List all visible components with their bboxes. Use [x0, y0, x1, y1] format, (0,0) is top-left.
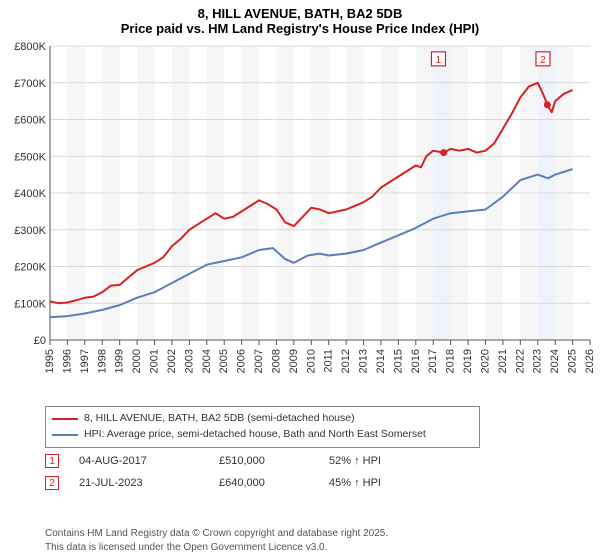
legend: 8, HILL AVENUE, BATH, BA2 5DB (semi-deta…: [45, 406, 480, 448]
svg-text:£800K: £800K: [14, 41, 46, 53]
svg-text:2016: 2016: [410, 349, 422, 373]
svg-text:2021: 2021: [497, 349, 509, 373]
svg-text:2009: 2009: [288, 349, 300, 373]
svg-text:2026: 2026: [584, 349, 595, 373]
svg-text:2018: 2018: [445, 349, 457, 373]
svg-text:£700K: £700K: [14, 78, 46, 90]
svg-text:2014: 2014: [375, 349, 387, 373]
svg-text:1997: 1997: [79, 349, 91, 373]
svg-text:2011: 2011: [323, 349, 335, 373]
legend-item-0: 8, HILL AVENUE, BATH, BA2 5DB (semi-deta…: [52, 411, 473, 427]
svg-text:2017: 2017: [427, 349, 439, 373]
svg-text:2002: 2002: [166, 349, 178, 373]
svg-text:£0: £0: [34, 335, 46, 347]
svg-text:1998: 1998: [96, 349, 108, 373]
legend-item-1: HPI: Average price, semi-detached house,…: [52, 427, 473, 443]
svg-text:2008: 2008: [270, 349, 282, 373]
sale-row-1: 2 21-JUL-2023 £640,000 45% ↑ HPI: [45, 472, 381, 494]
sale-date-0: 04-AUG-2017: [79, 455, 219, 467]
svg-text:£600K: £600K: [14, 115, 46, 127]
svg-text:£100K: £100K: [14, 298, 46, 310]
svg-text:2022: 2022: [514, 349, 526, 373]
svg-text:2023: 2023: [532, 349, 544, 373]
svg-text:1996: 1996: [61, 349, 73, 373]
legend-swatch-0: [52, 418, 78, 420]
svg-text:2019: 2019: [462, 349, 474, 373]
svg-text:2010: 2010: [305, 349, 317, 373]
legend-label-1: HPI: Average price, semi-detached house,…: [84, 427, 426, 443]
svg-text:1999: 1999: [114, 349, 126, 373]
sale-date-1: 21-JUL-2023: [79, 477, 219, 489]
sale-marker-0: 1: [45, 454, 59, 468]
sale-price-1: £640,000: [219, 477, 329, 489]
svg-text:2004: 2004: [201, 349, 213, 373]
sale-marker-1: 2: [45, 476, 59, 490]
svg-text:2020: 2020: [479, 349, 491, 373]
svg-text:£200K: £200K: [14, 262, 46, 274]
svg-text:2000: 2000: [131, 349, 143, 373]
svg-text:1: 1: [436, 55, 442, 66]
svg-text:2001: 2001: [149, 349, 161, 373]
sale-row-0: 1 04-AUG-2017 £510,000 52% ↑ HPI: [45, 450, 381, 472]
svg-text:2015: 2015: [392, 349, 404, 373]
sale-hpi-1: 45% ↑ HPI: [329, 477, 381, 489]
chart-container: 8, HILL AVENUE, BATH, BA2 5DB Price paid…: [0, 0, 600, 560]
svg-text:2012: 2012: [340, 349, 352, 373]
svg-text:2006: 2006: [236, 349, 248, 373]
title-line1: 8, HILL AVENUE, BATH, BA2 5DB: [0, 0, 600, 21]
svg-text:1995: 1995: [44, 349, 56, 373]
footer-line2: This data is licensed under the Open Gov…: [45, 541, 388, 555]
chart-area: £0 £100K £200K £300K £400K £500K £600K £700K £80…: [5, 40, 595, 400]
legend-label-0: 8, HILL AVENUE, BATH, BA2 5DB (semi-deta…: [84, 411, 355, 427]
svg-text:2003: 2003: [183, 349, 195, 373]
legend-swatch-1: [52, 434, 78, 436]
svg-text:2007: 2007: [253, 349, 265, 373]
svg-text:£400K: £400K: [14, 188, 46, 200]
sales-table: 1 04-AUG-2017 £510,000 52% ↑ HPI 2 21-JU…: [45, 450, 381, 494]
svg-text:2024: 2024: [549, 349, 561, 373]
sale-hpi-0: 52% ↑ HPI: [329, 455, 381, 467]
sale-price-0: £510,000: [219, 455, 329, 467]
svg-text:2013: 2013: [358, 349, 370, 373]
svg-text:2005: 2005: [218, 349, 230, 373]
svg-text:2: 2: [540, 55, 546, 66]
svg-text:£300K: £300K: [14, 225, 46, 237]
footer-line1: Contains HM Land Registry data © Crown c…: [45, 527, 388, 541]
chart-svg: £0 £100K £200K £300K £400K £500K £600K £700K £80…: [5, 40, 595, 400]
footer: Contains HM Land Registry data © Crown c…: [45, 527, 388, 554]
svg-text:£500K: £500K: [14, 151, 46, 163]
svg-text:2025: 2025: [567, 349, 579, 373]
title-line2: Price paid vs. HM Land Registry's House …: [0, 21, 600, 40]
